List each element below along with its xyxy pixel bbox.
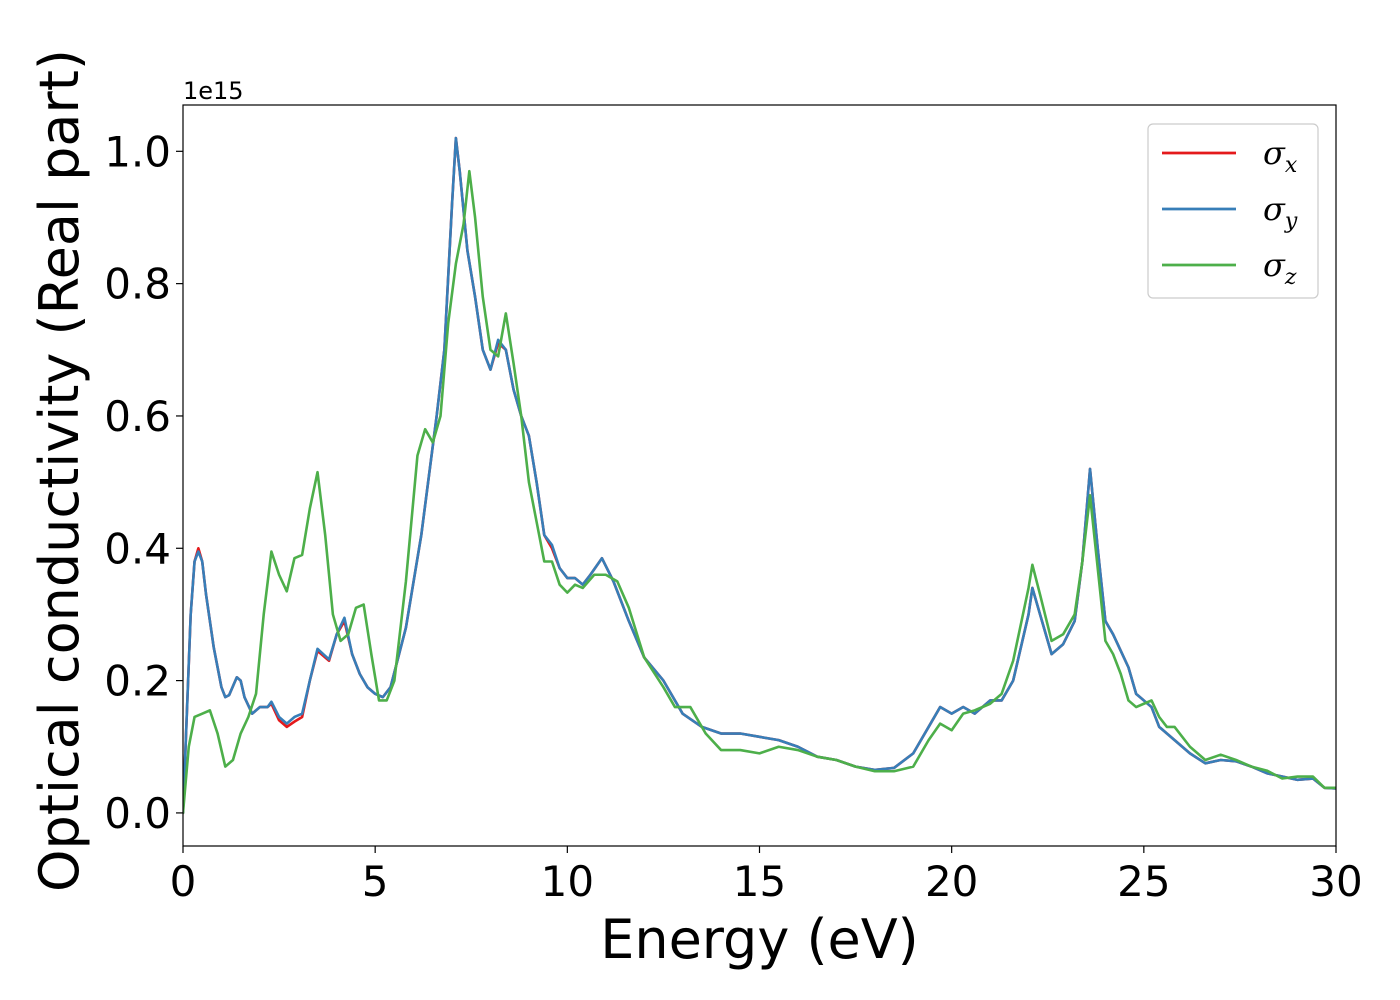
y-offset-label: 1e15 <box>183 77 244 105</box>
y-axis-label: Optical conductivity (Real part) <box>28 49 91 892</box>
x-axis-ticks: 0 5 10 15 20 25 30 <box>170 846 1363 906</box>
x-tick-label: 20 <box>925 857 978 906</box>
x-tick-label: 15 <box>733 857 786 906</box>
x-tick-label: 0 <box>170 857 197 906</box>
legend-box <box>1147 123 1319 299</box>
legend-label-y: σy <box>1263 190 1298 234</box>
legend-label-x: σx <box>1263 134 1298 178</box>
y-tick-label: 0.6 <box>104 392 171 441</box>
y-tick-label: 0.8 <box>104 260 171 309</box>
series-lines <box>183 136 1336 815</box>
x-tick-label: 30 <box>1309 857 1362 906</box>
x-tick-label: 25 <box>1117 857 1170 906</box>
series-line-y <box>183 136 1336 815</box>
y-tick-label: 0.2 <box>104 657 171 706</box>
legend: σx σy σz <box>1147 123 1319 299</box>
x-tick-label: 10 <box>541 857 594 906</box>
y-tick-label: 0.0 <box>104 789 171 838</box>
x-axis-label: Energy (eV) <box>600 908 919 971</box>
series-line-z <box>183 169 1336 815</box>
y-tick-label: 1.0 <box>104 127 171 176</box>
y-axis-ticks: 0.0 0.2 0.4 0.6 0.8 1.0 <box>104 127 183 838</box>
x-tick-label: 5 <box>362 857 389 906</box>
plot-area <box>183 105 1336 846</box>
y-tick-label: 0.4 <box>104 524 171 573</box>
legend-label-z: σz <box>1263 246 1297 290</box>
